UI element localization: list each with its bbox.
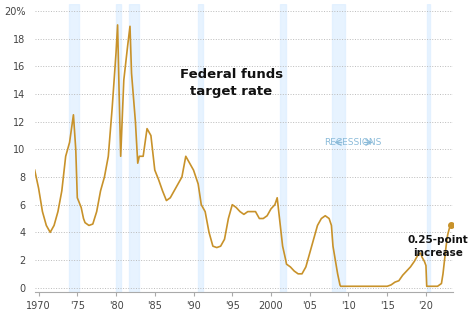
Text: 0.25-point
increase: 0.25-point increase [407,235,468,258]
Bar [129,4,138,292]
Bar [332,4,345,292]
Bar [427,4,430,292]
Bar [280,4,286,292]
Bar [198,4,203,292]
Bar [69,4,79,292]
Text: RECESSIONS: RECESSIONS [324,138,381,147]
Bar [116,4,121,292]
Text: Federal funds
target rate: Federal funds target rate [180,68,283,98]
